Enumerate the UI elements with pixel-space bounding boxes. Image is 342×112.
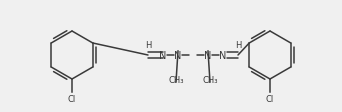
- Text: CH₃: CH₃: [202, 76, 218, 85]
- Text: N: N: [159, 51, 167, 60]
- Text: N: N: [219, 51, 227, 60]
- Text: H: H: [235, 41, 241, 50]
- Text: H: H: [145, 41, 151, 50]
- Text: Cl: Cl: [68, 95, 76, 104]
- Text: N: N: [204, 51, 212, 60]
- Text: N: N: [174, 51, 182, 60]
- Text: CH₃: CH₃: [168, 76, 184, 85]
- Text: Cl: Cl: [266, 95, 274, 104]
